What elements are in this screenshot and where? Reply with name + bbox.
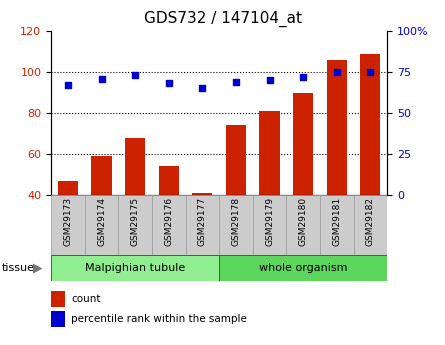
Bar xyxy=(152,195,186,255)
Bar xyxy=(320,195,354,255)
Text: GSM29181: GSM29181 xyxy=(332,197,341,246)
Text: GSM29182: GSM29182 xyxy=(366,197,375,246)
Text: Malpighian tubule: Malpighian tubule xyxy=(85,263,185,273)
Text: GSM29177: GSM29177 xyxy=(198,197,207,246)
Bar xyxy=(58,180,78,195)
Bar xyxy=(293,92,313,195)
Text: GSM29175: GSM29175 xyxy=(131,197,140,246)
Point xyxy=(367,69,374,75)
Text: GSM29174: GSM29174 xyxy=(97,197,106,246)
Bar xyxy=(353,195,387,255)
Point xyxy=(232,79,239,85)
Bar xyxy=(219,255,387,281)
Bar xyxy=(226,125,246,195)
Bar xyxy=(287,195,320,255)
Bar xyxy=(51,255,219,281)
Point xyxy=(132,72,139,78)
Bar xyxy=(92,156,112,195)
Point xyxy=(333,69,340,75)
Bar xyxy=(51,291,65,306)
Bar xyxy=(327,60,347,195)
Point xyxy=(199,86,206,91)
Point xyxy=(266,78,273,83)
Bar xyxy=(192,193,212,195)
Text: GSM29180: GSM29180 xyxy=(299,197,307,246)
Point xyxy=(65,82,72,88)
Point xyxy=(165,81,172,86)
Bar xyxy=(259,111,279,195)
Bar xyxy=(51,195,85,255)
Bar xyxy=(360,53,380,195)
Bar xyxy=(85,195,118,255)
Point xyxy=(98,76,105,81)
Text: whole organism: whole organism xyxy=(259,263,348,273)
Text: GSM29178: GSM29178 xyxy=(231,197,240,246)
Bar xyxy=(253,195,287,255)
Text: ▶: ▶ xyxy=(33,262,43,275)
Text: GSM29179: GSM29179 xyxy=(265,197,274,246)
Bar xyxy=(159,166,179,195)
Bar xyxy=(125,138,145,195)
Text: count: count xyxy=(71,294,101,304)
Bar xyxy=(51,311,65,327)
Bar xyxy=(219,195,253,255)
Text: GSM29173: GSM29173 xyxy=(64,197,73,246)
Point xyxy=(299,74,307,80)
Bar xyxy=(186,195,219,255)
Bar xyxy=(118,195,152,255)
Text: tissue: tissue xyxy=(2,263,35,273)
Text: GDS732 / 147104_at: GDS732 / 147104_at xyxy=(143,10,302,27)
Text: percentile rank within the sample: percentile rank within the sample xyxy=(71,314,247,324)
Text: GSM29176: GSM29176 xyxy=(164,197,173,246)
